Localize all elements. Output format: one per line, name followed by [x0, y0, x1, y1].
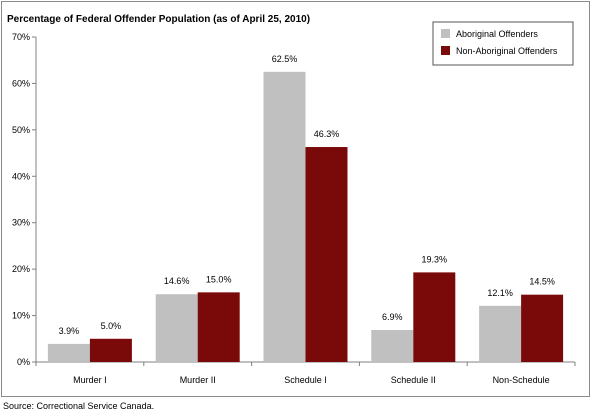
data-label: 15.0% — [206, 274, 232, 284]
y-tick-label: 40% — [12, 171, 30, 181]
data-label: 62.5% — [272, 54, 298, 64]
bar-aboriginal — [47, 343, 90, 362]
bar-non-aboriginal — [413, 272, 456, 362]
data-label: 14.6% — [164, 276, 190, 286]
bar-aboriginal — [263, 71, 306, 363]
chart-title: Percentage of Federal Offender Populatio… — [7, 14, 310, 25]
y-tick-label: 30% — [12, 218, 30, 228]
x-tick-label: Non-Schedule — [493, 375, 550, 385]
bar-aboriginal — [479, 305, 522, 362]
legend-swatch-non-aboriginal — [441, 46, 450, 55]
data-label: 14.5% — [529, 277, 555, 287]
data-label: 6.9% — [382, 312, 403, 322]
legend-swatch-aboriginal — [441, 29, 450, 38]
data-label: 12.1% — [487, 288, 513, 298]
data-label: 46.3% — [314, 129, 340, 139]
bars — [47, 71, 564, 363]
bar-non-aboriginal — [89, 338, 132, 362]
y-tick-label: 50% — [12, 125, 30, 135]
y-tick-label: 20% — [12, 264, 30, 274]
bar-non-aboriginal — [197, 292, 240, 362]
y-tick-label: 10% — [12, 311, 30, 321]
y-tick-label: 60% — [12, 78, 30, 88]
legend-box — [432, 21, 574, 66]
value-labels: 3.9% 5.0% 14.6% 15.0% 62.5% 46.3% 6.9% 19.3% 12.… — [59, 54, 555, 336]
bar-aboriginal — [371, 329, 414, 362]
bar-non-aboriginal — [521, 294, 564, 362]
legend-label-non-aboriginal: Non-Aboriginal Offenders — [456, 46, 558, 56]
bar-aboriginal — [155, 294, 198, 362]
y-tick-label: 70% — [12, 32, 30, 42]
x-tick-label: Schedule I — [284, 375, 327, 385]
x-tick-label: Murder I — [73, 375, 107, 385]
y-tick-label: 0% — [17, 357, 30, 367]
data-label: 3.9% — [59, 326, 80, 336]
source-note: Source: Correctional Service Canada. — [3, 401, 155, 411]
bar-non-aboriginal — [305, 147, 348, 362]
legend-label-aboriginal: Aboriginal Offenders — [456, 29, 538, 39]
legend: Aboriginal Offenders Non-Aboriginal Offe… — [432, 21, 574, 66]
x-tick-label: Schedule II — [391, 375, 436, 385]
data-label: 5.0% — [101, 321, 122, 331]
bar-chart: Percentage of Federal Offender Populatio… — [7, 14, 576, 385]
x-tick-label: Murder II — [180, 375, 216, 385]
data-label: 19.3% — [422, 254, 448, 264]
